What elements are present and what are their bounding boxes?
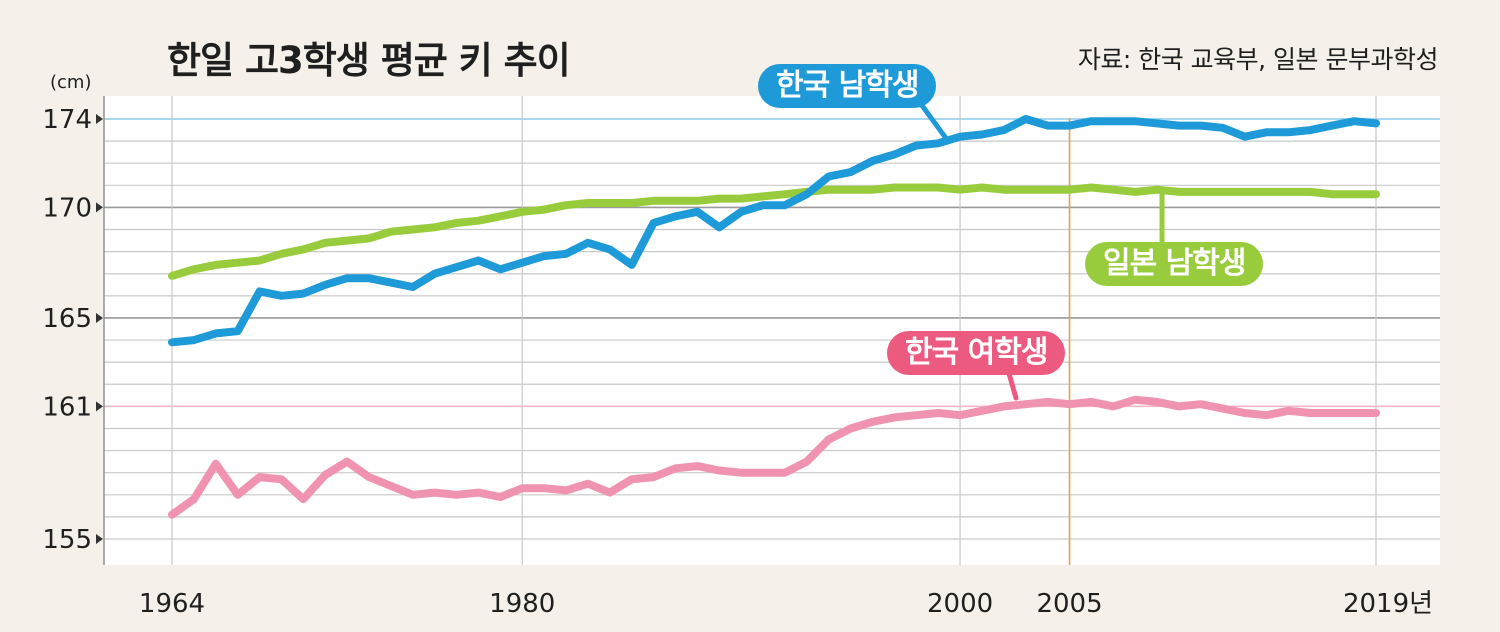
y-tick-label: 165 — [42, 304, 92, 334]
x-tick-label: 2000 — [927, 589, 993, 619]
y-tick-label: 170 — [42, 193, 92, 223]
x-tick-label: 1980 — [489, 589, 555, 619]
source-note: 자료: 한국 교육부, 일본 문부과학성 — [1077, 45, 1439, 74]
y-tick-marker — [96, 534, 103, 544]
y-tick-marker — [96, 401, 103, 412]
series-line-japan-male — [168, 183, 1380, 280]
leader-line-korea-male — [915, 97, 951, 144]
y-tick-marker — [96, 202, 103, 213]
series-label-japan-male: 일본 남학생 — [1085, 242, 1264, 286]
series-line-korea-male — [168, 115, 1380, 347]
y-tick-label: 174 — [42, 105, 92, 135]
series-label-korea-male: 한국 남학생 — [758, 64, 937, 108]
y-axis-unit: (cm) — [50, 72, 92, 93]
x-tick-label: 1964 — [139, 589, 205, 619]
plot-area — [104, 96, 1440, 565]
y-tick-label: 155 — [42, 525, 92, 555]
y-tick-label: 161 — [42, 392, 92, 422]
series-label-korea-female: 한국 여학생 — [887, 331, 1066, 375]
x-tick-label: 2019년 — [1343, 589, 1433, 619]
chart-title: 한일 고3학생 평균 키 추이 — [167, 39, 571, 82]
y-tick-marker — [96, 114, 103, 124]
x-tick-label: 2005 — [1036, 589, 1102, 619]
y-tick-marker — [96, 312, 103, 323]
series-line-korea-female — [168, 395, 1380, 519]
